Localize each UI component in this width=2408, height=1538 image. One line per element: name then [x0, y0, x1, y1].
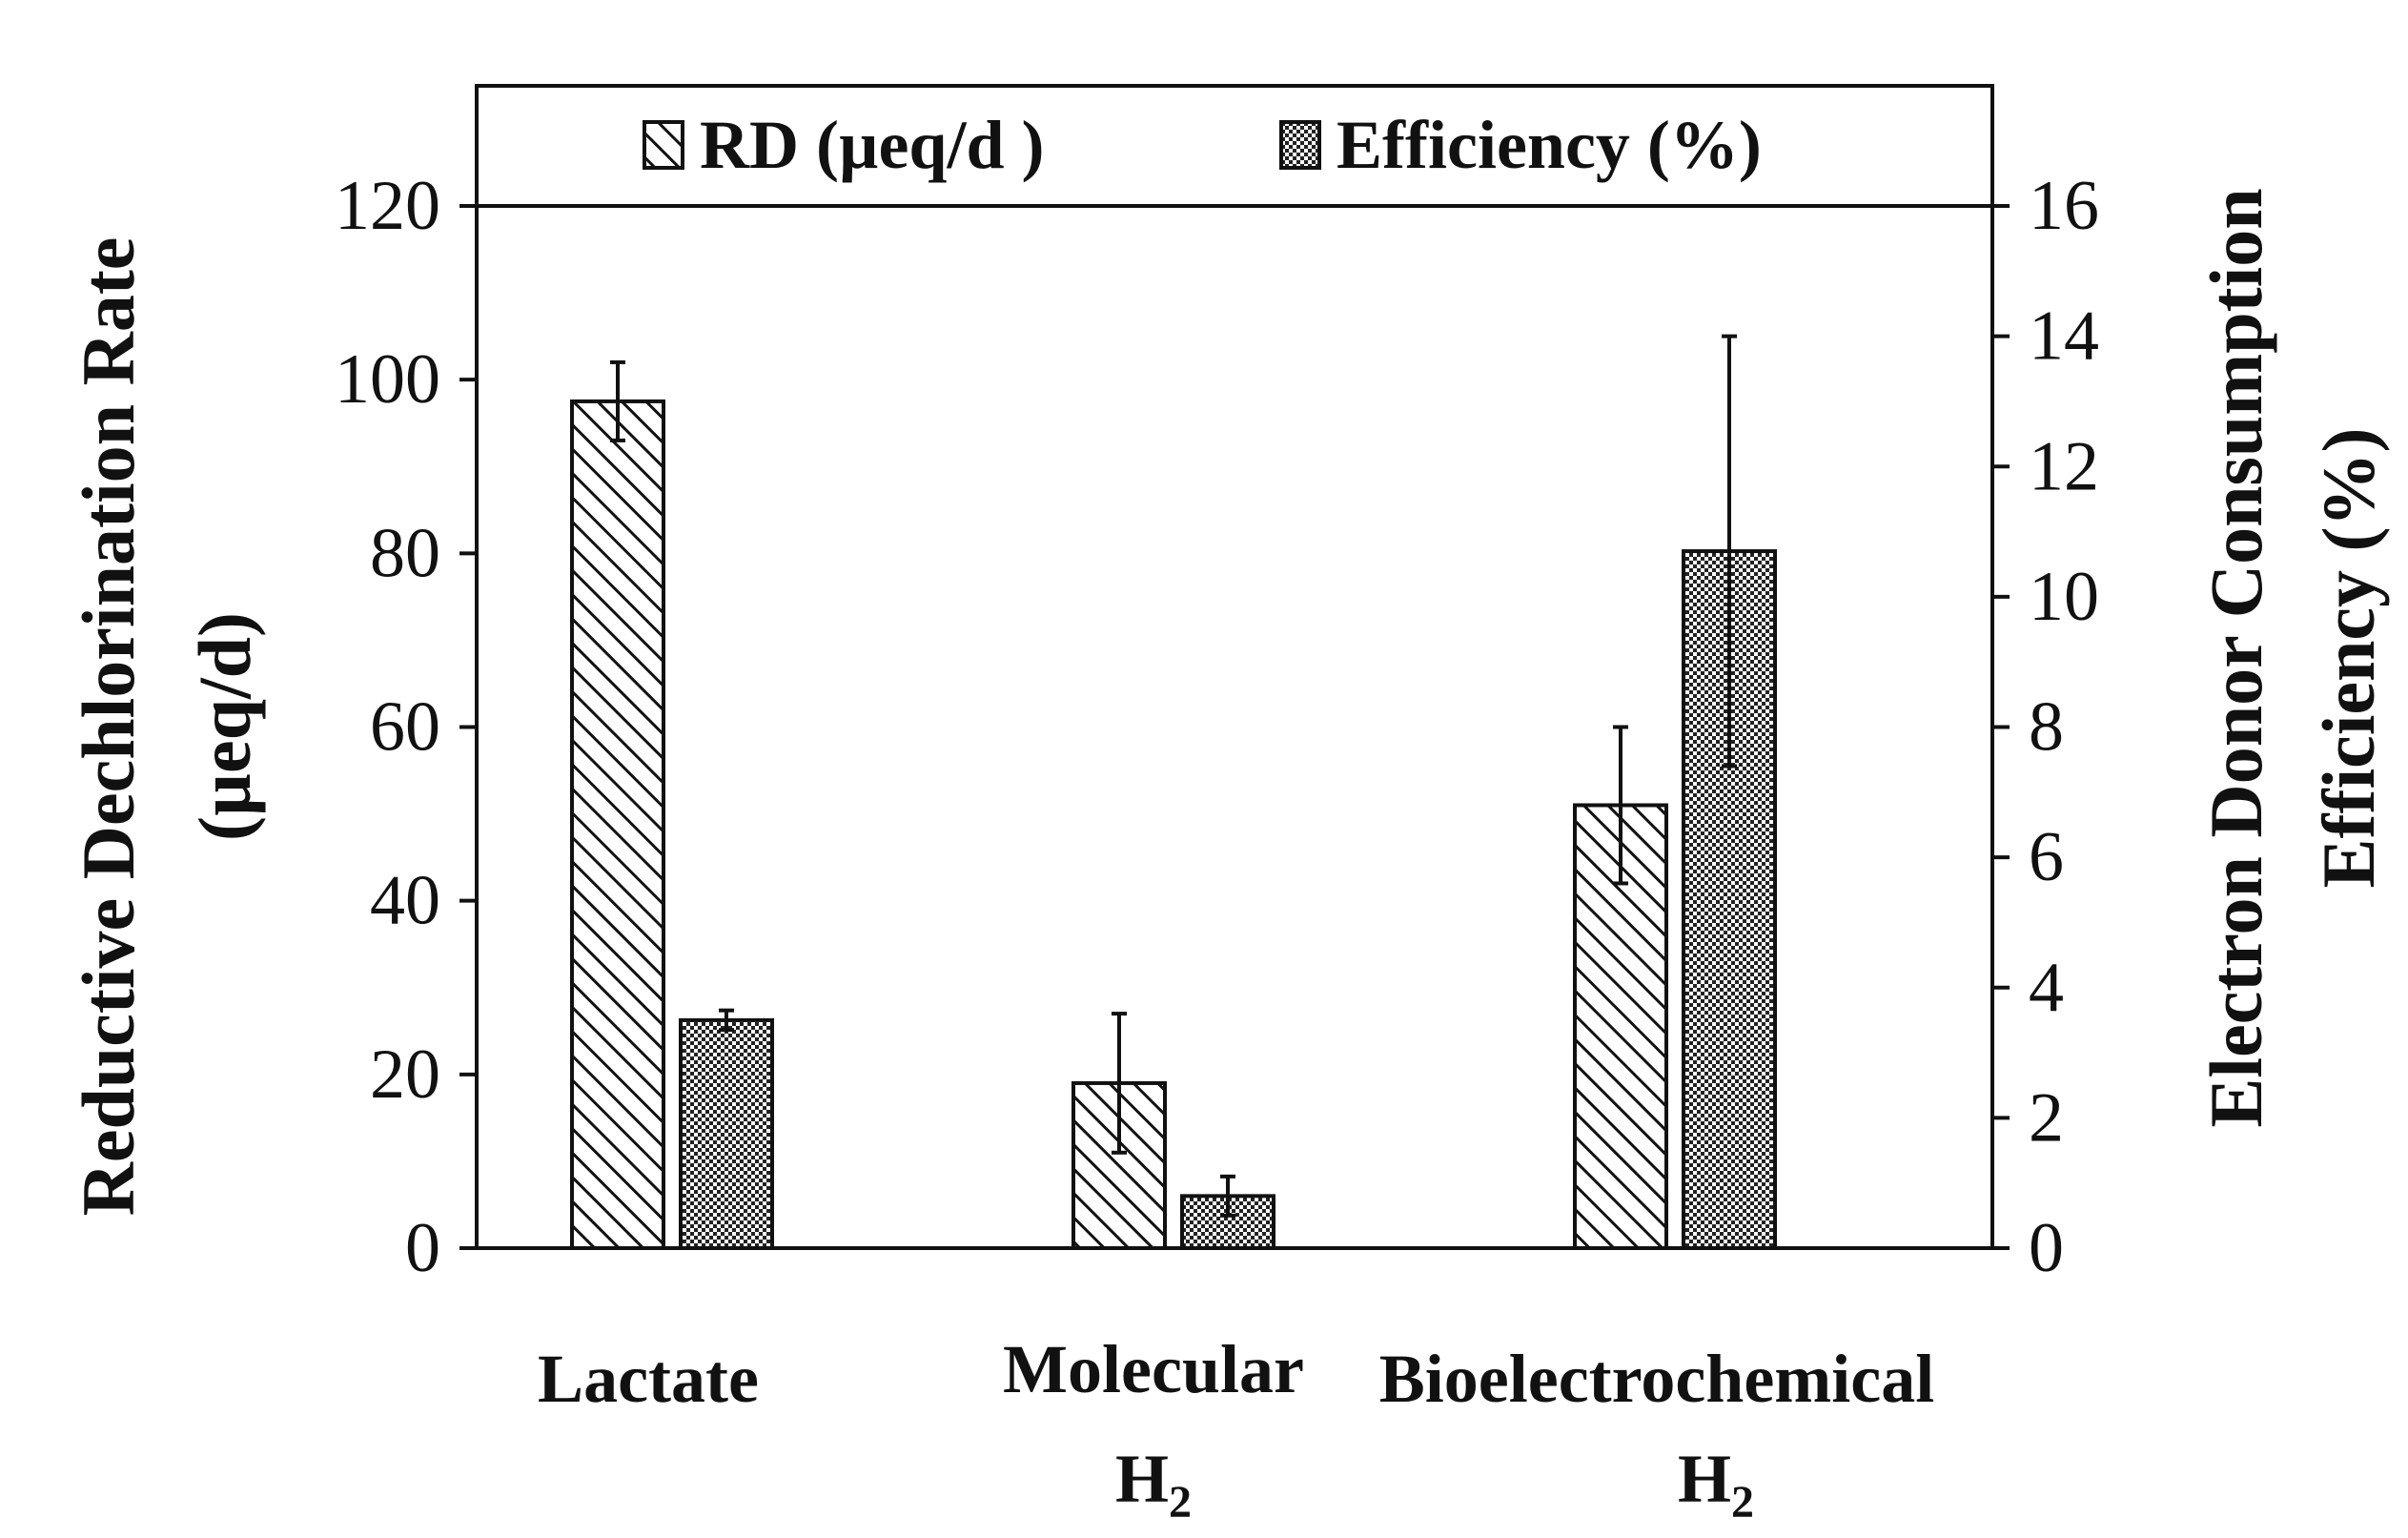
right-axis-title-line1: Electron Donor Consumption: [2194, 188, 2277, 1127]
category-label-bioelectrochemical-h2: H2: [1678, 1441, 1754, 1528]
left-tick-label: 80: [370, 514, 440, 592]
category-bio-sub: 2: [1731, 1477, 1754, 1528]
left-axis-title-line2: (µeq/d): [183, 612, 266, 841]
legend-label-rd: RD (µeq/d ): [700, 107, 1044, 183]
right-tick-label: 16: [2029, 167, 2099, 245]
legend-box: [475, 84, 1994, 208]
category-label-molecular: Molecular: [1003, 1331, 1304, 1407]
category-bio-h: H: [1678, 1441, 1731, 1517]
category-label-lactate: Lactate: [538, 1341, 759, 1417]
category-label-bioelectrochemical: Bioelectrochemical: [1379, 1341, 1934, 1417]
right-tick-label: 10: [2029, 558, 2099, 636]
category-label-molecular-h2: H2: [1115, 1441, 1192, 1528]
right-tick-label: 0: [2029, 1209, 2064, 1287]
category-molecular-h: H: [1115, 1441, 1169, 1517]
right-axis-ticks: 0 2 4 6 8 10 12 14 16: [1992, 167, 2099, 1287]
left-tick-label: 60: [370, 688, 440, 767]
legend-label-efficiency: Efficiency (%): [1337, 107, 1762, 183]
left-tick-label: 0: [405, 1209, 440, 1287]
bar-rd-0: [570, 399, 665, 1250]
left-axis-ticks: 0 20 40 60 80 100 120: [335, 167, 477, 1287]
legend-swatch-efficiency: [1279, 120, 1321, 170]
category-molecular-sub: 2: [1169, 1477, 1192, 1528]
right-tick-label: 2: [2029, 1078, 2064, 1157]
left-tick-label: 40: [370, 862, 440, 940]
bar-rd-2: [1573, 803, 1668, 1250]
right-axis-title-line2: Efficiency (%): [2307, 427, 2390, 888]
error-bars: [610, 334, 1737, 1218]
left-tick-label: 120: [335, 167, 440, 245]
right-tick-label: 14: [2029, 297, 2099, 376]
left-axis-title-line1: Reductive Dechlorination Rate: [67, 237, 150, 1217]
bars: [570, 399, 1777, 1250]
left-tick-label: 100: [335, 340, 440, 419]
left-tick-label: 20: [370, 1036, 440, 1114]
right-tick-label: 4: [2029, 949, 2064, 1027]
right-tick-label: 12: [2029, 427, 2099, 505]
legend-swatch-rd: [643, 120, 684, 170]
right-tick-label: 8: [2029, 688, 2064, 767]
bar-efficiency-0: [679, 1017, 774, 1250]
right-tick-label: 6: [2029, 818, 2064, 896]
